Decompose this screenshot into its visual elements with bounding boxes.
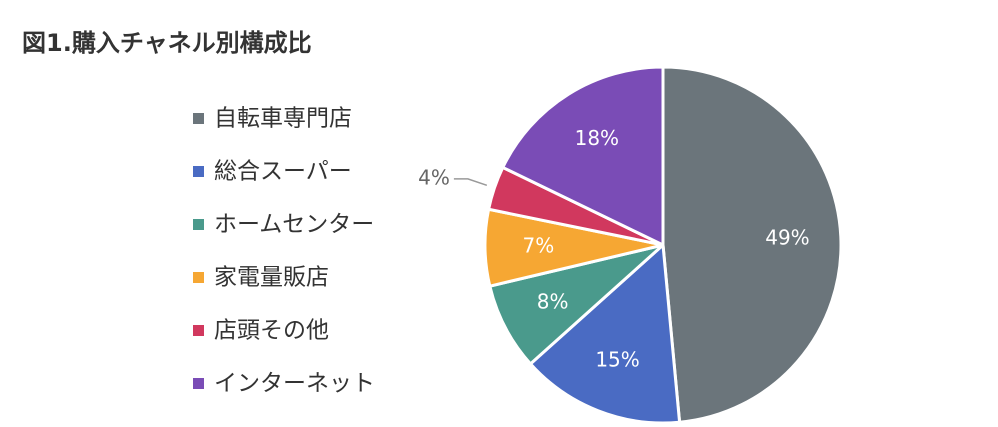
data-label: 18% <box>575 126 619 150</box>
data-label: 7% <box>523 233 555 257</box>
legend-swatch <box>193 272 204 283</box>
leader-line <box>453 178 488 187</box>
legend-label: ホームセンター <box>214 212 374 238</box>
legend-swatch <box>193 166 204 177</box>
legend-label: 自転車専門店 <box>214 106 352 132</box>
data-label: 8% <box>537 289 569 313</box>
pie-slice <box>500 65 665 248</box>
pie-slice <box>661 65 843 424</box>
chart-title: 図1.購入チャネル別構成比 <box>22 29 312 57</box>
legend-label: 家電量販店 <box>214 265 329 291</box>
pie-slice <box>528 241 682 425</box>
legend-label: 店頭その他 <box>214 318 329 344</box>
data-label: 49% <box>765 226 809 250</box>
legend-swatch <box>193 113 204 124</box>
legend-label: 総合スーパー <box>214 159 352 185</box>
legend-swatch <box>193 219 204 230</box>
legend-swatch <box>193 378 204 389</box>
data-label: 15% <box>595 348 639 372</box>
data-label: 4% <box>418 165 450 189</box>
legend-swatch <box>193 325 204 336</box>
legend-label: インターネット <box>214 371 375 397</box>
